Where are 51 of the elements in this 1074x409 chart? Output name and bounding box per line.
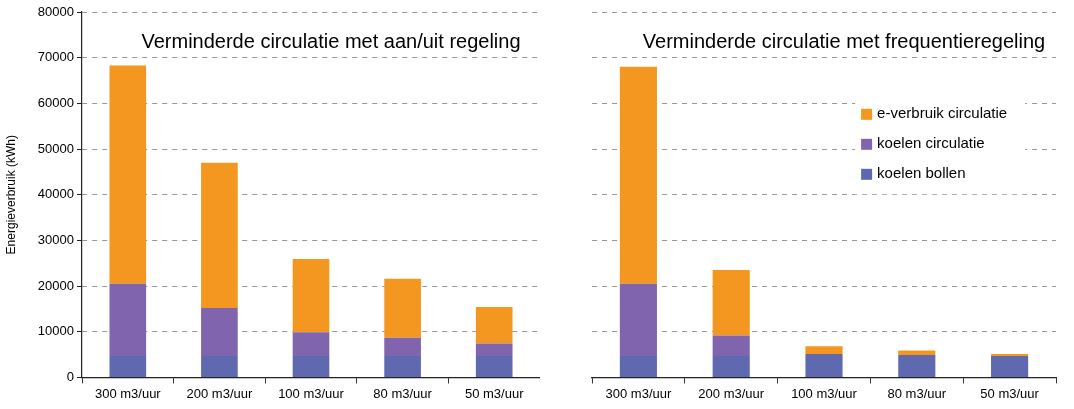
y-tick-label: 50000 [37,140,74,156]
bar [619,283,657,356]
legend-label: e-verbruik circulatie [877,104,1008,122]
bar [898,350,936,356]
bar [384,337,421,356]
y-tick-label: 80000 [37,3,74,19]
bar [292,332,330,356]
bar [292,259,330,333]
x-tick-label: 300 m3/uur [94,385,162,401]
y-tick-label: 70000 [37,49,74,65]
y-axis-title: Energieverbruik (kWh) [3,135,18,255]
bar [201,355,238,377]
x-tick-label: 300 m3/uur [605,385,672,401]
y-tick-label: 20000 [37,277,74,293]
bar [109,283,147,356]
y-tick-label: 60000 [37,94,74,110]
bar [475,343,513,356]
bar [991,355,1029,377]
x-tick-label: 50 m3/uur [980,385,1040,401]
x-tick-label: 200 m3/uur [698,385,765,401]
legend-label: koelen circulatie [877,134,985,152]
y-tick-label: 40000 [37,186,74,202]
bar [712,270,750,336]
bar [805,346,843,355]
bar [712,335,750,356]
bar [805,354,843,377]
bar [619,355,657,377]
bar [475,307,513,344]
x-tick-label: 50 m3/uur [464,385,525,401]
bar [201,162,238,308]
x-tick-label: 100 m3/uur [791,385,858,401]
x-tick-label: 80 m3/uur [373,385,433,401]
bar [712,355,750,377]
y-tick-label: 10000 [37,323,74,339]
legend-label: koelen bollen [877,164,966,182]
y-tick-label: 30000 [37,231,74,247]
bar [619,66,657,284]
text: Verminderde circulatie met frequentieregeling [642,29,1046,52]
bar [109,65,147,284]
y-tick-label: 0 [66,368,74,384]
bar [475,355,513,377]
bar [201,307,238,356]
bar [384,278,421,338]
x-tick-label: 200 m3/uur [186,385,253,401]
x-tick-label: 80 m3/uur [887,385,947,401]
bar [292,355,330,377]
x-tick-label: 100 m3/uur [278,385,345,401]
bar [109,355,147,377]
bar [898,355,936,377]
text: Verminderde circulatie met aan/uit regeling [141,29,521,52]
bar [384,355,421,377]
